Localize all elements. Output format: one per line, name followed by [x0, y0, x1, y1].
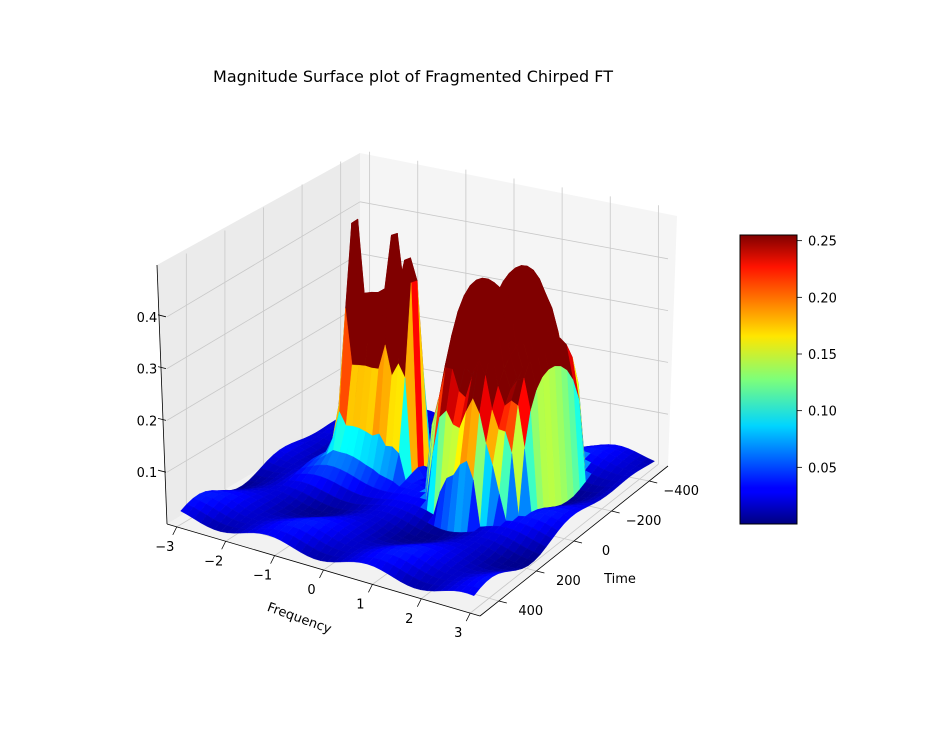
- z-tick: [157, 469, 167, 473]
- z-tick: [157, 418, 167, 421]
- y-tick: [611, 510, 620, 514]
- grid-line: [166, 201, 361, 318]
- surface-patch: [466, 586, 481, 597]
- y-tick: [498, 600, 507, 604]
- x-tick: [270, 555, 275, 564]
- x-tick: [319, 569, 324, 579]
- colorbar-tick-label: 0.25: [808, 235, 837, 250]
- y-axis-label: Time: [603, 572, 636, 587]
- y-tick-label: 200: [556, 574, 581, 589]
- colorbar-tick-label: 0.20: [808, 291, 837, 306]
- z-tick: [157, 366, 167, 369]
- x-tick: [416, 598, 422, 607]
- x-tick: [221, 541, 227, 550]
- y-tick-label: 400: [518, 604, 543, 619]
- x-tick-label: −1: [253, 569, 272, 584]
- y-tick: [649, 480, 658, 484]
- colorbar-tick-label: 0.15: [808, 348, 837, 363]
- grid-line: [166, 305, 361, 421]
- axis-ticks: −3 −2 −1 0 1 2 3 −400−200 0 200 400 0.1 0.2 0.3 0.4: [137, 264, 699, 641]
- z-tick-label: 0.4: [137, 311, 158, 326]
- surface-mesh: [180, 218, 656, 597]
- colorbar-tick-label: 0.05: [808, 461, 837, 476]
- z-tick-label: 0.3: [137, 363, 158, 378]
- x-tick: [368, 584, 373, 593]
- x-tick-label: −3: [155, 540, 174, 555]
- y-tick: [536, 570, 545, 574]
- y-tick-label: −400: [663, 484, 699, 499]
- colorbar-ticks: 0.05 0.10 0.15 0.20 0.25: [797, 235, 837, 476]
- x-axis-label: Frequency: [265, 600, 334, 637]
- z-tick-label: 0.2: [137, 414, 158, 429]
- x-tick-label: 3: [454, 626, 462, 641]
- x-tick: [465, 612, 471, 622]
- y-tick-label: 0: [602, 544, 610, 559]
- chart-title: Magnitude Surface plot of Fragmented Chi…: [213, 67, 613, 86]
- grid-line: [359, 201, 669, 260]
- x-tick-label: 0: [307, 583, 315, 598]
- z-axis-line: [156, 264, 168, 525]
- grid-line: [166, 253, 361, 369]
- colorbar: [739, 234, 798, 525]
- x-tick-label: −2: [204, 554, 223, 569]
- z-tick: [157, 314, 167, 318]
- colorbar-tick-label: 0.10: [808, 405, 837, 420]
- y-tick-label: −200: [626, 514, 662, 529]
- x-tick-label: 2: [405, 612, 413, 627]
- y-tick: [573, 540, 583, 544]
- z-tick-label: 0.1: [137, 466, 158, 481]
- x-tick-label: 1: [356, 597, 364, 612]
- grid-line: [166, 356, 361, 473]
- left-pane: [157, 153, 360, 524]
- x-tick: [172, 526, 178, 536]
